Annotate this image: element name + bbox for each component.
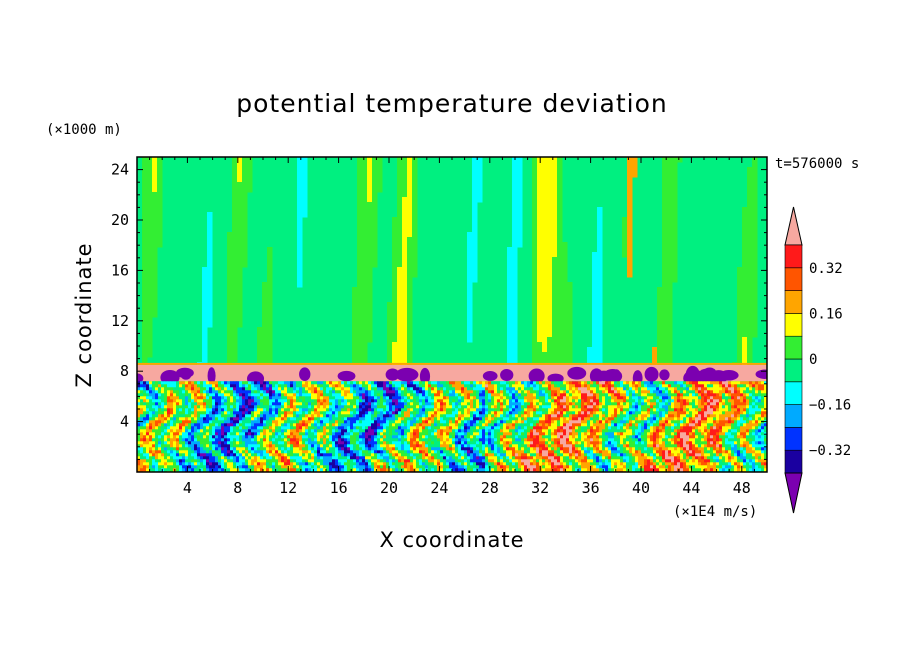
colorbar-band — [784, 449, 803, 474]
colorbar-band — [784, 335, 803, 360]
y-unit-label: (×1000 m) — [46, 122, 122, 138]
colorbar-band — [784, 290, 803, 314]
colorbar-label: 0.32 — [809, 261, 843, 277]
y-axis-ticks: 4 8 12 16 20 24 — [111, 161, 767, 460]
colorbar-max-arrow — [784, 206, 803, 246]
y-tick-label: 8 — [120, 362, 129, 380]
time-label: t=576000 s — [775, 156, 859, 172]
x-tick-label: 40 — [632, 479, 650, 497]
y-tick-label: 4 — [120, 413, 129, 431]
x-tick-label: 48 — [733, 479, 751, 497]
colorbar-band — [784, 244, 803, 269]
colorbar-band — [784, 267, 803, 291]
y-tick-label: 24 — [111, 161, 129, 179]
x-tick-label: 12 — [279, 479, 297, 497]
colorbar-label: −0.32 — [809, 443, 851, 459]
colorbar: 0.32 0.16 0 −0.16 −0.32 — [784, 206, 851, 514]
x-tick-label: 36 — [582, 479, 600, 497]
x-tick-label: 28 — [481, 479, 499, 497]
x-tick-label: 44 — [682, 479, 700, 497]
y-tick-label: 20 — [111, 211, 129, 229]
plot-area — [136, 156, 768, 473]
colorbar-min-arrow — [784, 472, 803, 514]
x-axis-title: X coordinate — [379, 528, 524, 552]
x-tick-label: 24 — [430, 479, 448, 497]
x-tick-label: 8 — [233, 479, 242, 497]
x-tick-label: 20 — [380, 479, 398, 497]
x-tick-label: 32 — [531, 479, 549, 497]
x-unit-label: (×1E4 m/s) — [673, 504, 757, 520]
x-axis-ticks: 4 8 12 16 20 24 28 32 36 40 44 48 — [149, 157, 755, 497]
colorbar-label: 0.16 — [809, 306, 843, 322]
x-tick-label: 16 — [330, 479, 348, 497]
colorbar-band — [784, 358, 803, 383]
colorbar-band — [784, 313, 803, 337]
x-tick-label: 4 — [183, 479, 192, 497]
colorbar-band — [784, 404, 803, 428]
colorbar-label: 0 — [809, 352, 817, 368]
field-image — [137, 157, 767, 472]
colorbar-band — [784, 427, 803, 451]
chart-title: potential temperature deviation — [236, 89, 667, 118]
y-axis-title: Z coordinate — [72, 242, 96, 387]
colorbar-label: −0.16 — [809, 398, 851, 414]
y-tick-label: 12 — [111, 312, 129, 330]
y-tick-label: 16 — [111, 261, 129, 279]
colorbar-band — [784, 381, 803, 405]
